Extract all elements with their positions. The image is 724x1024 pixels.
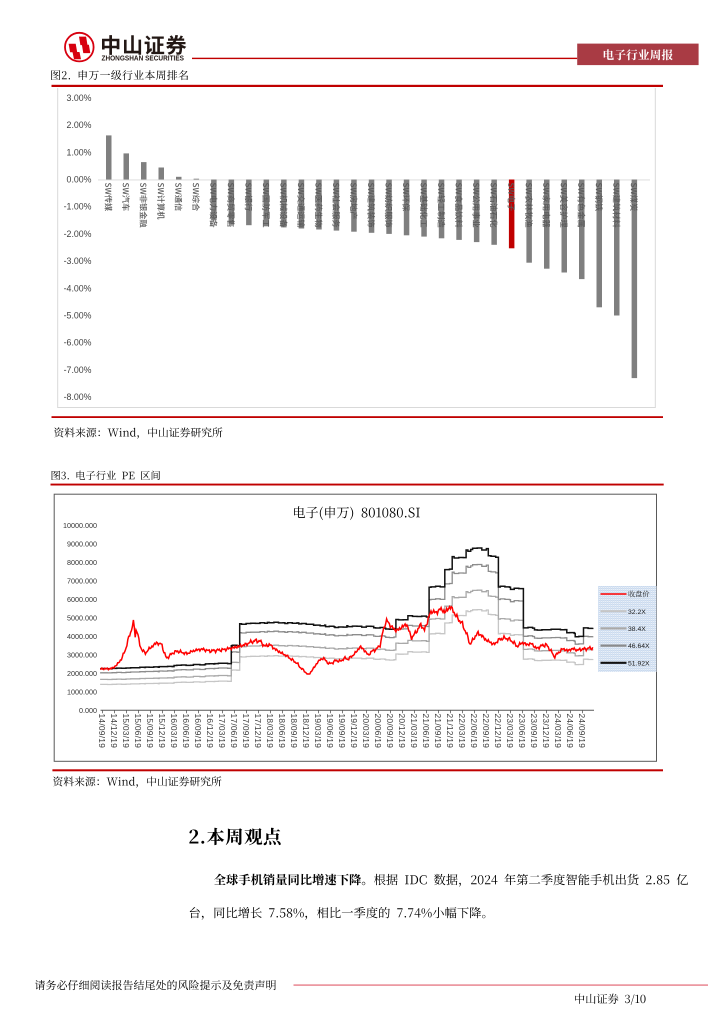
svg-text:3000.000: 3000.000 <box>67 651 97 660</box>
svg-text:24/03/19: 24/03/19 <box>553 714 563 749</box>
svg-text:23/12/19: 23/12/19 <box>541 714 551 749</box>
svg-text:18/06/19: 18/06/19 <box>277 714 287 749</box>
svg-text:-6.00%: -6.00% <box>64 338 92 348</box>
svg-text:38.4X: 38.4X <box>628 626 646 633</box>
svg-text:19/06/19: 19/06/19 <box>325 714 335 749</box>
svg-text:24/06/19: 24/06/19 <box>565 714 575 749</box>
svg-text:1.00%: 1.00% <box>67 147 92 157</box>
svg-text:16/06/19: 16/06/19 <box>181 714 191 749</box>
svg-text:ZHONGSHAN SECURITIES: ZHONGSHAN SECURITIES <box>102 53 185 62</box>
svg-text:22/12/19: 22/12/19 <box>493 714 503 749</box>
svg-text:3.00%: 3.00% <box>67 93 92 103</box>
svg-text:19/03/19: 19/03/19 <box>313 714 323 749</box>
svg-text:21/09/19: 21/09/19 <box>433 714 443 749</box>
svg-text:22/06/19: 22/06/19 <box>469 714 479 749</box>
svg-text:16/09/19: 16/09/19 <box>193 714 203 749</box>
svg-text:16/12/19: 16/12/19 <box>205 714 215 749</box>
svg-text:21/03/19: 21/03/19 <box>409 714 419 749</box>
svg-text:14/12/19: 14/12/19 <box>109 714 119 749</box>
svg-text:6000.000: 6000.000 <box>67 595 97 604</box>
svg-text:19/12/19: 19/12/19 <box>349 714 359 749</box>
svg-text:32.2X: 32.2X <box>628 609 646 616</box>
svg-text:-1.00%: -1.00% <box>64 202 92 212</box>
svg-text:16/03/19: 16/03/19 <box>169 714 179 749</box>
svg-text:15/06/19: 15/06/19 <box>133 714 143 749</box>
svg-text:17/03/19: 17/03/19 <box>217 714 227 749</box>
svg-text:17/09/19: 17/09/19 <box>241 714 251 749</box>
svg-text:4000.000: 4000.000 <box>67 632 97 641</box>
svg-text:8000.000: 8000.000 <box>67 558 97 567</box>
svg-text:0.000: 0.000 <box>79 706 97 715</box>
svg-text:20/03/19: 20/03/19 <box>361 714 371 749</box>
svg-text:21/12/19: 21/12/19 <box>445 714 455 749</box>
svg-text:1000.000: 1000.000 <box>67 688 97 697</box>
svg-text:0.00%: 0.00% <box>67 175 92 185</box>
svg-text:-8.00%: -8.00% <box>64 392 92 402</box>
svg-text:23/09/19: 23/09/19 <box>529 714 539 749</box>
svg-text:15/09/19: 15/09/19 <box>145 714 155 749</box>
svg-text:22/03/19: 22/03/19 <box>457 714 467 749</box>
svg-text:21/06/19: 21/06/19 <box>421 714 431 749</box>
svg-text:20/12/19: 20/12/19 <box>397 714 407 749</box>
svg-text:23/03/19: 23/03/19 <box>505 714 515 749</box>
svg-text:-3.00%: -3.00% <box>64 256 92 266</box>
svg-text:46.64X: 46.64X <box>628 643 650 650</box>
svg-text:-7.00%: -7.00% <box>64 365 92 375</box>
svg-text:-5.00%: -5.00% <box>64 311 92 321</box>
svg-text:17/12/19: 17/12/19 <box>253 714 263 749</box>
svg-text:51.92X: 51.92X <box>628 660 650 667</box>
svg-text:18/12/19: 18/12/19 <box>301 714 311 749</box>
svg-text:9000.000: 9000.000 <box>67 540 97 549</box>
svg-text:5000.000: 5000.000 <box>67 614 97 623</box>
svg-text:20/06/19: 20/06/19 <box>373 714 383 749</box>
svg-text:15/03/19: 15/03/19 <box>121 714 131 749</box>
svg-text:7000.000: 7000.000 <box>67 577 97 586</box>
svg-text:23/06/19: 23/06/19 <box>517 714 527 749</box>
svg-text:14/09/19: 14/09/19 <box>97 714 107 749</box>
svg-text:20/09/19: 20/09/19 <box>385 714 395 749</box>
svg-text:15/12/19: 15/12/19 <box>157 714 167 749</box>
svg-text:18/03/19: 18/03/19 <box>265 714 275 749</box>
svg-text:-4.00%: -4.00% <box>64 283 92 293</box>
svg-text:19/09/19: 19/09/19 <box>337 714 347 749</box>
svg-text:17/06/19: 17/06/19 <box>229 714 239 749</box>
svg-text:2.00%: 2.00% <box>67 120 92 130</box>
svg-text:22/09/19: 22/09/19 <box>481 714 491 749</box>
svg-text:10000.000: 10000.000 <box>63 521 97 530</box>
svg-text:24/09/19: 24/09/19 <box>577 714 587 749</box>
svg-text:2000.000: 2000.000 <box>67 669 97 678</box>
svg-text:-2.00%: -2.00% <box>64 229 92 239</box>
svg-text:18/09/19: 18/09/19 <box>289 714 299 749</box>
